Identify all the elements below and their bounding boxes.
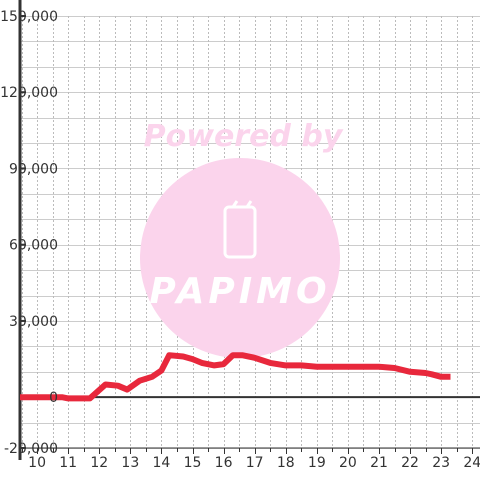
x-tick-label: 23	[432, 455, 450, 471]
y-tick-label: 150,000	[0, 9, 58, 25]
axes	[18, 0, 480, 460]
tick-labels: -20,000 0 30,000 60,000 90,000 120,000 150,000…	[0, 9, 480, 471]
x-tick-label: 14	[153, 455, 171, 471]
y-tick-label: 30,000	[9, 314, 58, 330]
x-tick-label: 11	[59, 455, 77, 471]
y-tick-label: 120,000	[0, 85, 58, 101]
x-tick-label: 12	[90, 455, 108, 471]
y-tick-label: 0	[49, 390, 58, 406]
grid-lines	[20, 16, 480, 449]
x-tick-label: 20	[339, 455, 357, 471]
x-tick-label: 15	[184, 455, 202, 471]
x-tick-label: 24	[463, 455, 480, 471]
watermark-logo-text: PAPIMO	[149, 271, 330, 312]
x-tick-label: 21	[370, 455, 388, 471]
series-layer	[20, 352, 451, 402]
papimo-watermark: Powered by PAPIMO	[140, 119, 344, 358]
x-tick-label: 17	[246, 455, 264, 471]
x-tick-label: 16	[215, 455, 233, 471]
y-tick-label: 90,000	[9, 161, 58, 177]
x-tick-label: 18	[277, 455, 295, 471]
series-line	[20, 352, 451, 402]
x-tick-label: 22	[401, 455, 419, 471]
phone-icon	[223, 200, 257, 259]
x-tick-label: 19	[308, 455, 326, 471]
watermark-powered-by-text: Powered by	[144, 119, 344, 154]
x-tick-label: 10	[28, 455, 46, 471]
x-tick-label: 13	[121, 455, 139, 471]
y-tick-label: 60,000	[9, 238, 58, 254]
y-tick-label: -20,000	[4, 441, 58, 457]
